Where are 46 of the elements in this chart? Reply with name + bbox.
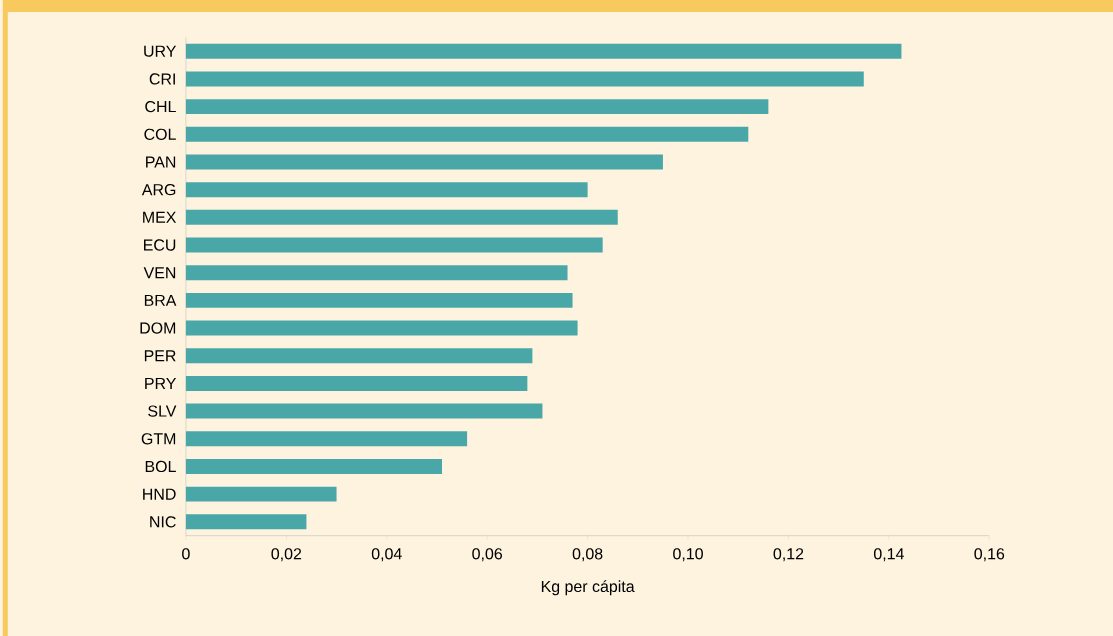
bar [185,237,603,253]
x-tick-label: 0,06 [472,547,503,562]
bar [185,348,533,364]
y-tick-label: ARG [141,183,176,196]
y-tick-label: ECU [144,239,176,251]
y-tick-label: CRI [149,73,175,85]
y-tick-label: PRY [145,377,177,389]
y-tick-label: SLV [148,405,177,417]
bar [185,486,337,502]
bar [185,43,902,59]
y-tick-label: MEX [143,211,177,223]
bar [185,98,769,114]
bar [185,181,588,197]
y-tick-label: HND [143,488,176,500]
bar [185,514,307,530]
x-tick-label: 0,02 [271,547,302,562]
bar [185,458,442,474]
x-tick-label: 0 [182,547,190,560]
x-axis-title: Kg per cápita [541,579,635,596]
y-tick-label: DOM [140,322,176,334]
x-tick-label: 0,12 [773,547,804,562]
x-tick-label: 0,10 [673,547,703,562]
bar [185,375,528,391]
bar [185,265,568,280]
y-tick-label: NIC [150,515,176,528]
bar [185,320,578,336]
x-tick-label: 0,14 [873,547,904,562]
bar [185,209,618,225]
y-tick-label: COL [144,128,176,140]
x-tick-label: 0,08 [572,547,603,562]
bar [185,403,543,419]
y-tick-label: BRA [144,294,177,306]
bar [185,431,468,447]
y-tick-label: BOL [145,460,176,472]
y-tick-label: CHL [145,100,176,113]
x-tick-label: 0,04 [371,547,402,562]
bar [185,71,864,87]
y-tick-label: PAN [146,156,176,168]
bar [185,154,663,170]
x-tick-label: 0,16 [974,547,1005,562]
y-tick-label: URY [144,45,177,57]
y-tick-label: VEN [143,267,176,278]
y-tick-label: PER [144,350,176,362]
bar [185,292,573,308]
bar [185,126,749,142]
y-tick-label: GTM [141,432,176,445]
